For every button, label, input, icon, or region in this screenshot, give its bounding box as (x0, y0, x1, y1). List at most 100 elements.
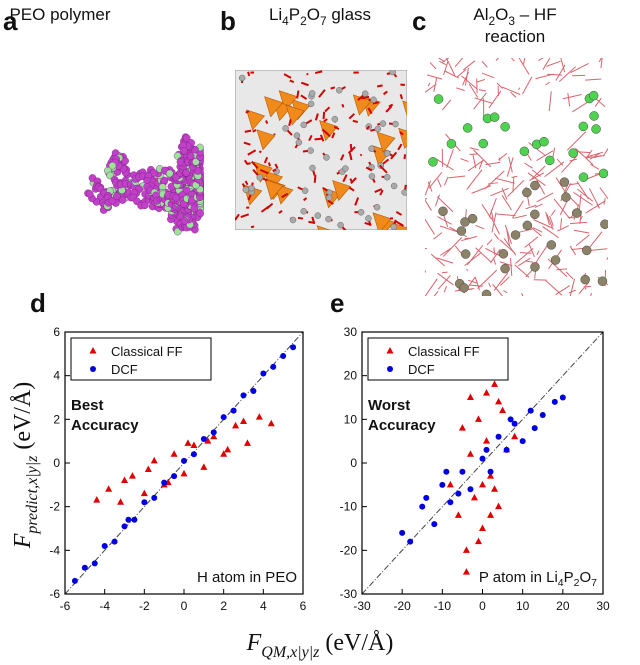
text-part: P (564, 569, 574, 586)
bond (523, 58, 526, 65)
atom (108, 197, 117, 205)
text-part: PEO polymer (9, 5, 110, 24)
bond (443, 285, 447, 293)
bond (502, 86, 521, 95)
atom (182, 168, 191, 177)
bond (545, 211, 550, 226)
atom (383, 150, 391, 157)
tetrahedron (372, 212, 392, 230)
bond (600, 58, 603, 69)
bond (300, 94, 308, 100)
bond (441, 271, 448, 274)
bond (494, 177, 515, 184)
bond (606, 256, 608, 260)
triangle-marker (232, 421, 240, 429)
bond (318, 89, 326, 98)
circle-marker (91, 560, 98, 567)
atom (357, 209, 365, 216)
bond (281, 192, 289, 199)
circle-marker (455, 490, 462, 497)
triangle-marker (487, 472, 495, 479)
legend-marker (90, 366, 96, 372)
bond (243, 141, 251, 146)
bond (348, 186, 355, 192)
bond (443, 61, 449, 76)
atom (578, 172, 589, 182)
bond (573, 191, 593, 206)
atom (176, 158, 185, 166)
subscript: 3 (508, 14, 515, 28)
x-tick-label: 20 (556, 599, 570, 613)
bond (314, 113, 319, 121)
bond (474, 276, 481, 291)
bond (260, 205, 270, 213)
atom (368, 173, 376, 180)
bond (303, 197, 308, 202)
bond (578, 281, 590, 295)
subscript: 2 (574, 577, 580, 589)
triangle-marker (499, 406, 507, 414)
bond (490, 187, 509, 197)
triangle-marker (190, 441, 198, 449)
text-part: – HF (515, 5, 557, 24)
triangle-marker (180, 469, 188, 477)
bond (468, 83, 479, 98)
bond (246, 162, 251, 165)
y-tick-label: 6 (53, 325, 60, 339)
bond (560, 58, 566, 73)
bond (488, 282, 492, 288)
atom (500, 121, 510, 132)
bond (429, 62, 437, 70)
bond (311, 216, 316, 224)
bond (439, 60, 447, 66)
bond (324, 106, 331, 113)
bond (589, 248, 608, 251)
bond (446, 149, 454, 169)
y-tick-label: 2 (53, 412, 60, 426)
bond (491, 212, 497, 233)
bond (425, 199, 432, 211)
circle-marker (487, 468, 494, 475)
panel-caption: Al2O3 – HF (473, 5, 556, 28)
bond (546, 60, 561, 67)
atom (86, 190, 94, 198)
bond (427, 82, 431, 87)
bond (570, 197, 580, 207)
circle-marker (121, 523, 128, 530)
legend-box (367, 337, 509, 381)
tetrahedron (402, 100, 407, 117)
circle-marker (495, 433, 502, 440)
bond (439, 247, 452, 256)
bond (456, 87, 465, 92)
bond (599, 187, 608, 200)
atom (390, 223, 397, 230)
subscript: 4 (282, 14, 289, 28)
bond (454, 58, 464, 68)
bond (289, 79, 295, 84)
subscript: 4 (558, 577, 564, 589)
circle-marker (539, 411, 546, 418)
text-part: P atom in Li (479, 569, 558, 586)
bond (493, 233, 500, 240)
bond (454, 245, 462, 254)
bond (390, 151, 398, 160)
bond (437, 274, 451, 290)
circle-marker (447, 499, 454, 506)
triangle-marker (466, 450, 474, 457)
atom (331, 115, 339, 123)
bond (464, 252, 481, 267)
triangle-marker (458, 424, 466, 431)
bond (252, 129, 257, 133)
atom (374, 125, 382, 133)
text-part: Li (269, 5, 282, 24)
atom (365, 215, 372, 222)
bond (445, 58, 456, 77)
triangle-marker (224, 445, 232, 453)
bond (395, 220, 404, 227)
atom (307, 147, 314, 154)
atom (460, 249, 471, 259)
atom (428, 157, 438, 167)
circle-marker (419, 503, 426, 510)
bond (395, 210, 403, 216)
circle-marker (111, 538, 118, 545)
